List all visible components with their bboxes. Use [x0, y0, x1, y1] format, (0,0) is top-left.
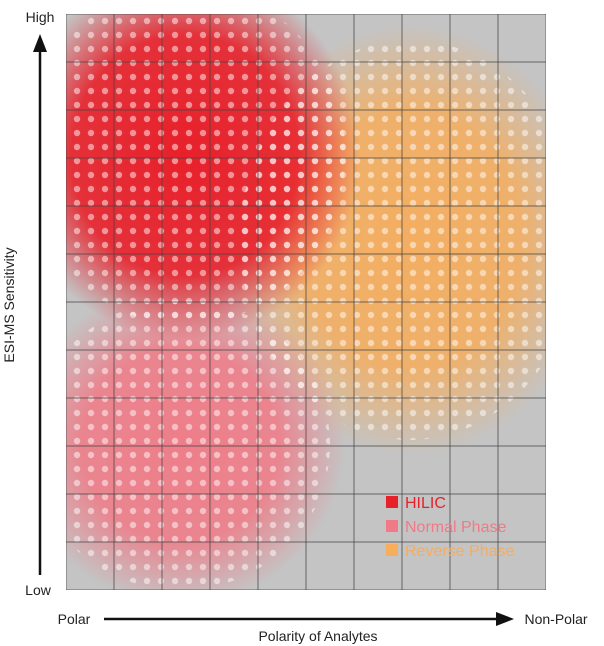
dot-texture [66, 14, 546, 590]
x-axis-title: Polarity of Analytes [258, 628, 377, 644]
legend-swatch-hilic [386, 496, 398, 508]
legend-label-hilic: HILIC [405, 495, 446, 512]
y-axis-high-label: High [26, 9, 55, 25]
legend-label-reverse-phase: Reverse Phase [405, 543, 514, 560]
legend-swatch-normal-phase [386, 520, 398, 532]
legend: HILIC Normal Phase Reverse Phase [386, 495, 514, 560]
x-axis-right-label: Non-Polar [524, 611, 587, 627]
y-axis-title: ESI-MS Sensitivity [1, 247, 17, 362]
y-axis-low-label: Low [25, 582, 52, 598]
x-axis-left-label: Polar [58, 611, 91, 627]
legend-swatch-reverse-phase [386, 544, 398, 556]
y-axis-arrow [33, 34, 47, 575]
legend-label-normal-phase: Normal Phase [405, 519, 506, 536]
grid-lines [66, 14, 546, 590]
x-axis-arrow [104, 612, 514, 626]
